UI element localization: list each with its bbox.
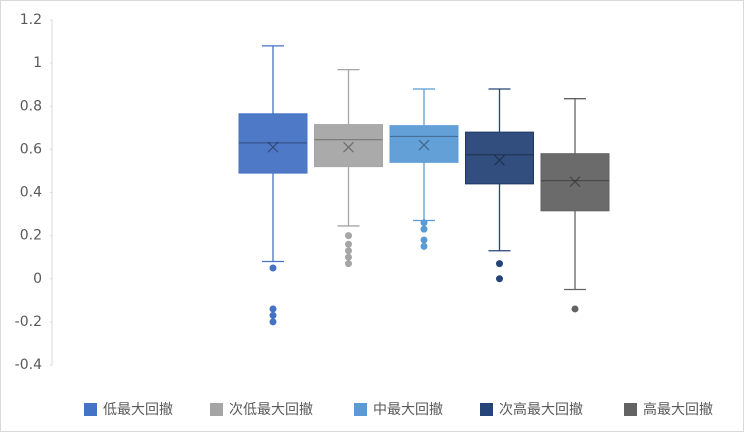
legend-swatch	[84, 403, 97, 416]
legend-label: 次高最大回撤	[499, 401, 583, 418]
outlier	[571, 305, 579, 313]
y-tick-label: 0.8	[20, 98, 42, 114]
legend-swatch	[354, 403, 367, 416]
mean-marker	[494, 154, 505, 166]
outlier	[345, 232, 352, 240]
y-tick-label: 0	[33, 271, 42, 287]
box	[540, 153, 610, 212]
outlier	[345, 240, 352, 248]
y-tick-label: 0.6	[20, 141, 42, 157]
outlier	[420, 242, 428, 250]
legend-label: 高最大回撤	[643, 401, 713, 418]
outlier	[269, 311, 277, 319]
y-tick-label: 0.2	[20, 228, 42, 244]
outlier	[496, 275, 503, 283]
outlier	[269, 318, 277, 326]
legend-swatch	[480, 403, 493, 416]
y-tick-label: -0.4	[15, 357, 42, 373]
outlier	[269, 305, 277, 313]
outlier	[420, 236, 428, 244]
legend-swatch	[624, 403, 637, 416]
mean-marker	[343, 141, 354, 153]
outlier	[345, 247, 352, 255]
box	[389, 125, 459, 163]
legend-swatch	[210, 403, 223, 416]
y-tick-label: 1	[33, 55, 42, 71]
box	[314, 124, 383, 168]
legend-label: 低最大回撤	[103, 402, 173, 418]
mean-marker	[569, 176, 581, 188]
y-tick-label: 1.2	[20, 12, 42, 28]
y-tick-label: 0.4	[20, 185, 42, 201]
outlier	[345, 253, 352, 261]
y-tick-label: -0.2	[15, 314, 42, 330]
legend-label: 中最大回撤	[373, 402, 443, 418]
legend-label: 次低最大回撤	[229, 402, 313, 418]
box	[238, 113, 308, 174]
mean-marker	[418, 139, 430, 151]
box	[465, 131, 534, 185]
outlier	[269, 264, 277, 272]
mean-marker	[267, 141, 279, 153]
outlier	[420, 219, 428, 227]
outlier	[496, 260, 503, 268]
outlier	[420, 225, 428, 233]
outlier	[345, 260, 352, 268]
